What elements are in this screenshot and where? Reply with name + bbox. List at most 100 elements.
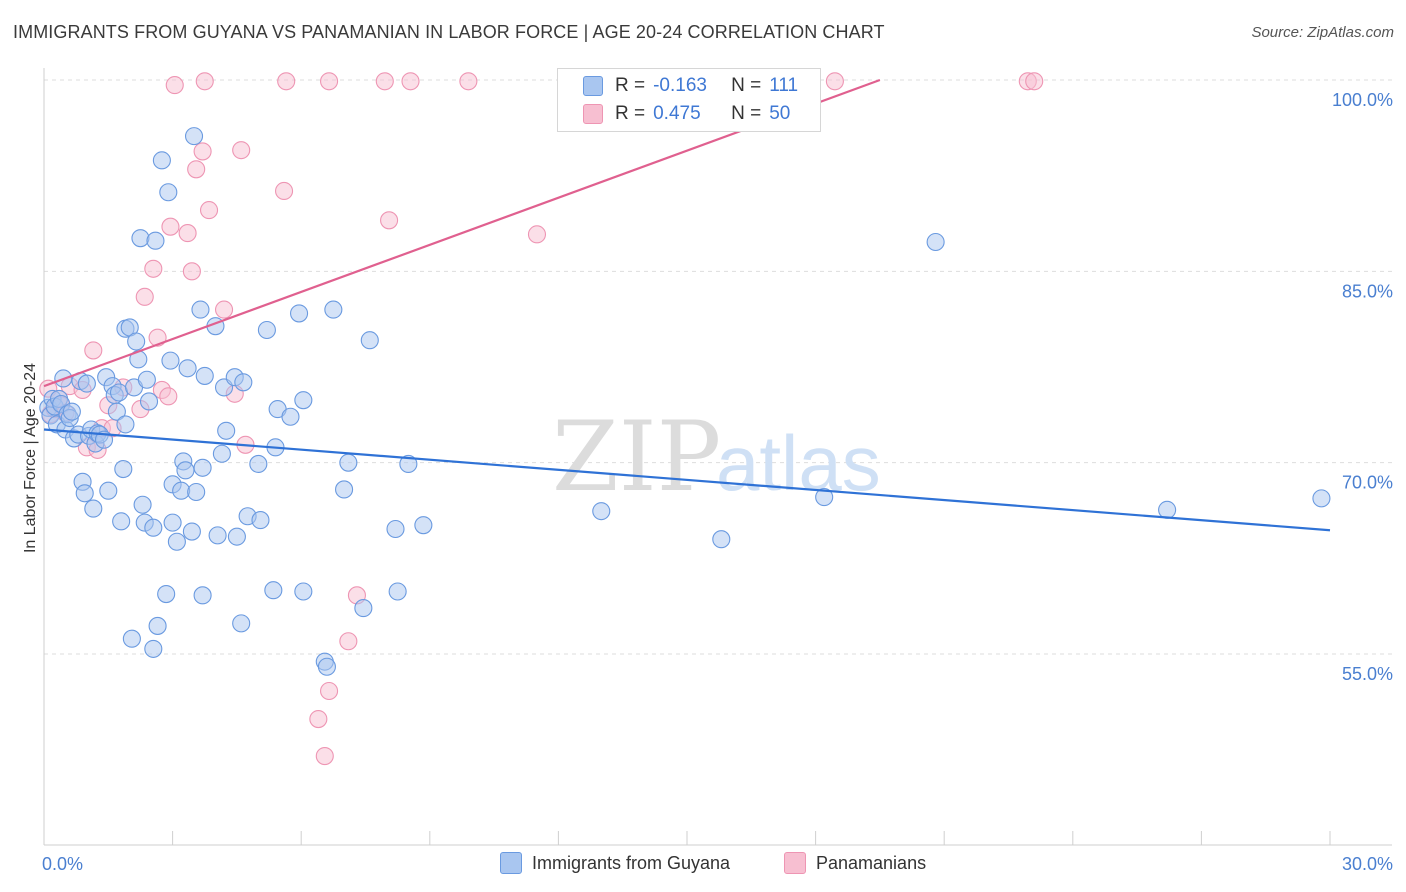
point-guyana xyxy=(172,481,191,500)
point-guyana xyxy=(139,392,159,411)
point-guyana xyxy=(116,415,135,434)
point-panamanians xyxy=(459,72,478,91)
point-guyana xyxy=(163,513,182,532)
point-guyana xyxy=(112,512,131,531)
point-guyana xyxy=(193,586,212,605)
point-panamanians xyxy=(232,141,251,160)
legend-n-label: N = xyxy=(731,103,762,124)
point-guyana xyxy=(191,300,210,319)
point-guyana xyxy=(208,526,227,545)
point-panamanians xyxy=(159,387,178,406)
point-guyana xyxy=(281,407,300,426)
point-panamanians xyxy=(527,225,547,244)
point-panamanians xyxy=(277,72,296,91)
y-tick-label: 100.0% xyxy=(1332,90,1393,110)
point-panamanians xyxy=(380,211,399,230)
point-panamanians xyxy=(339,632,358,651)
point-guyana xyxy=(178,359,197,378)
point-guyana xyxy=(815,488,834,507)
source-label: Source: ZipAtlas.com xyxy=(1251,24,1394,41)
point-guyana xyxy=(195,366,214,385)
y-tick-label: 55.0% xyxy=(1342,664,1393,684)
series-immigrants-from-guyana xyxy=(39,127,1331,676)
point-guyana xyxy=(77,374,96,393)
point-guyana xyxy=(354,599,373,618)
point-guyana xyxy=(1158,500,1177,519)
point-guyana xyxy=(257,320,276,340)
point-panamanians xyxy=(193,142,212,161)
legend-swatch-guyana xyxy=(583,76,603,96)
point-guyana xyxy=(234,373,253,392)
point-guyana xyxy=(212,444,231,463)
point-guyana xyxy=(144,639,163,658)
point-guyana xyxy=(167,532,186,551)
point-guyana xyxy=(146,231,165,250)
x-tick-label: 30.0% xyxy=(1342,854,1393,874)
series-panamanians xyxy=(39,72,1044,766)
point-guyana xyxy=(251,511,270,530)
point-panamanians xyxy=(320,681,339,701)
legend-r-label: R = xyxy=(615,75,646,96)
legend-swatch-panamanians xyxy=(583,104,603,124)
point-panamanians xyxy=(1025,72,1044,91)
stats-legend: R = -0.163 N = 111 R = 0.475 N = 50 xyxy=(557,68,821,132)
point-panamanians xyxy=(375,72,394,91)
axes xyxy=(43,68,1392,846)
point-guyana xyxy=(159,183,178,202)
point-guyana xyxy=(360,331,379,350)
point-panamanians xyxy=(320,72,339,91)
legend-n-label: N = xyxy=(731,75,762,96)
point-guyana xyxy=(1312,489,1331,508)
point-panamanians xyxy=(401,72,420,91)
point-guyana xyxy=(127,332,146,351)
x-tick-label: 0.0% xyxy=(42,854,83,874)
point-panamanians xyxy=(199,201,219,220)
point-guyana xyxy=(264,581,283,600)
legend-item-guyana: Immigrants from Guyana xyxy=(500,852,730,874)
trend-line-guyana xyxy=(43,428,1331,532)
legend-swatch-panamanians xyxy=(784,852,806,874)
point-guyana xyxy=(294,391,313,410)
point-guyana xyxy=(294,582,313,601)
legend-row-panamanians: R = 0.475 N = 50 xyxy=(558,100,790,128)
point-guyana xyxy=(109,383,129,402)
point-guyana xyxy=(249,454,268,473)
point-guyana xyxy=(324,300,343,319)
point-panamanians xyxy=(309,710,328,729)
legend-r-label: R = xyxy=(615,103,646,124)
point-panamanians xyxy=(178,224,197,243)
point-panamanians xyxy=(144,259,163,278)
y-tick-label: 70.0% xyxy=(1342,473,1393,493)
point-panamanians xyxy=(182,262,201,281)
point-guyana xyxy=(62,402,81,421)
point-guyana xyxy=(107,402,126,421)
point-guyana xyxy=(137,370,156,389)
legend-r-value: -0.163 xyxy=(653,75,707,96)
point-panamanians xyxy=(195,72,214,91)
legend-swatch-guyana xyxy=(500,852,522,874)
legend-n-value: 111 xyxy=(769,75,799,96)
point-guyana xyxy=(592,502,611,521)
legend-label-panamanians: Panamanians xyxy=(816,852,927,873)
point-guyana xyxy=(193,458,212,477)
point-guyana xyxy=(122,629,141,648)
point-guyana xyxy=(217,421,236,440)
legend-r-value: 0.475 xyxy=(653,103,701,124)
point-guyana xyxy=(317,657,336,676)
point-panamanians xyxy=(187,160,206,179)
point-guyana xyxy=(184,127,204,146)
y-axis-label: In Labor Force | Age 20-24 xyxy=(22,363,39,553)
point-guyana xyxy=(926,232,945,252)
point-guyana xyxy=(152,151,171,170)
y-tick-label: 85.0% xyxy=(1342,281,1393,301)
point-guyana xyxy=(187,482,206,502)
chart-title: IMMIGRANTS FROM GUYANA VS PANAMANIAN IN … xyxy=(13,22,885,42)
legend-row-guyana: R = -0.163 N = 111 xyxy=(558,72,798,100)
legend-label-guyana: Immigrants from Guyana xyxy=(532,852,731,873)
point-guyana xyxy=(131,229,150,248)
point-panamanians xyxy=(214,300,234,319)
point-guyana xyxy=(75,484,94,503)
point-guyana xyxy=(144,518,163,537)
point-guyana xyxy=(232,614,251,633)
